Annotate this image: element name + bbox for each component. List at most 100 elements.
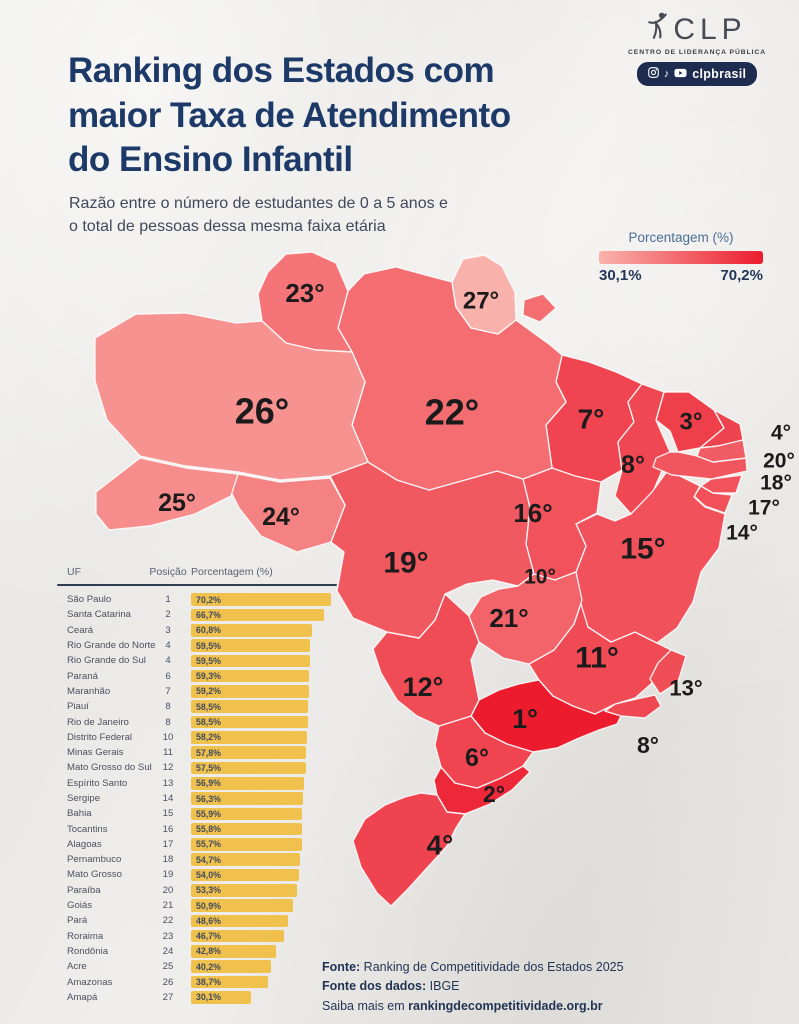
percentage-value: 48,6% xyxy=(196,915,221,926)
map-rank-label-Espírito Santo: 13° xyxy=(669,676,702,701)
state-shape-Espírito Santo xyxy=(649,649,687,695)
table-rows: São Paulo 1 70,2% Santa Catarina 2 66,7% Ceará… xyxy=(57,592,337,1005)
map-rank-label-Rio de Janeiro: 8° xyxy=(637,732,659,758)
map-rank-label-Amapá: 27° xyxy=(463,288,499,315)
uf-name: Mato Grosso xyxy=(67,869,122,881)
site-url[interactable]: rankingdecompetitividade.org.br xyxy=(408,998,603,1013)
page-title: Ranking dos Estados com maior Taxa de At… xyxy=(68,51,511,179)
percentage-bar: 66,7% xyxy=(191,608,324,622)
percentage-bar: 59,3% xyxy=(191,669,309,683)
state-shape-Amazonas xyxy=(94,312,369,481)
uf-name: Santa Catarina xyxy=(67,609,131,621)
color-legend: Porcentagem (%) 30,1% 70,2% xyxy=(599,230,763,284)
table-row: Distrito Federal 10 58,2% xyxy=(57,730,337,745)
uf-name: Tocantins xyxy=(67,823,108,835)
map-rank-label-Pernambuco: 18° xyxy=(760,472,792,495)
percentage-bar: 54,0% xyxy=(191,868,299,882)
position-value: 2 xyxy=(165,609,171,621)
percentage-bar: 55,8% xyxy=(191,822,302,836)
logo-wordmark: CLP xyxy=(673,13,747,46)
map-rank-label-Rondônia: 24° xyxy=(262,503,300,531)
position-value: 26 xyxy=(162,976,174,988)
percentage-value: 59,3% xyxy=(196,671,221,682)
table-row: Santa Catarina 2 66,7% xyxy=(57,607,337,622)
position-value: 16 xyxy=(162,823,174,835)
table-row: Rio de Janeiro 8 58,5% xyxy=(57,714,337,729)
table-row: São Paulo 1 70,2% xyxy=(57,592,337,607)
table-row: Goiás 21 50,9% xyxy=(57,898,337,913)
uf-name: Ceará xyxy=(67,624,94,636)
percentage-value: 55,7% xyxy=(196,839,221,850)
percentage-bar: 58,2% xyxy=(191,731,307,744)
legend-gradient-bar xyxy=(599,251,763,264)
percentage-value: 50,9% xyxy=(196,900,221,911)
map-rank-label-Santa Catarina: 2° xyxy=(483,781,505,807)
percentage-value: 38,7% xyxy=(196,977,221,988)
table-row: Amazonas 26 38,7% xyxy=(57,974,337,989)
uf-name: Rio Grande do Norte xyxy=(67,640,156,652)
state-shape-Amapá xyxy=(451,254,517,335)
table-row: Amapá 27 30,1% xyxy=(57,990,337,1005)
percentage-value: 58,5% xyxy=(196,717,221,728)
uf-name: Maranhão xyxy=(67,685,111,697)
state-shape-Rondônia xyxy=(229,473,346,553)
table-row: Ceará 3 60,8% xyxy=(57,623,337,638)
map-rank-label-Minas Gerais: 11° xyxy=(575,642,619,675)
table-row: Tocantins 16 55,8% xyxy=(57,821,337,836)
map-rank-label-Rio Grande do Sul: 4° xyxy=(427,830,454,861)
uf-name: Amapá xyxy=(67,991,98,1003)
table-row: Maranhão 7 59,2% xyxy=(57,684,337,699)
youtube-icon xyxy=(674,65,687,83)
uf-name: Acre xyxy=(67,961,87,973)
percentage-bar: 55,7% xyxy=(191,838,302,851)
uf-name: Amazonas xyxy=(67,976,113,988)
position-value: 3 xyxy=(165,624,171,636)
uf-name: Espírito Santo xyxy=(67,777,128,789)
table-header: UF Posição Porcentagem (%) xyxy=(57,566,337,578)
logo-tagline: CENTRO DE LIDERANÇA PÚBLICA xyxy=(627,49,767,56)
position-value: 19 xyxy=(162,869,174,881)
percentage-value: 55,8% xyxy=(196,824,221,835)
percentage-value: 60,8% xyxy=(196,625,221,636)
state-shape-Rio Grande do Sul xyxy=(352,792,466,907)
percentage-value: 59,2% xyxy=(196,686,221,697)
page-subtitle: Razão entre o número de estudantes de 0 … xyxy=(69,195,448,236)
legend-max-value: 70,2% xyxy=(720,267,763,284)
map-rank-label-Paraíba: 20° xyxy=(763,450,795,473)
table-row: Rondônia 24 42,8% xyxy=(57,944,337,959)
percentage-bar: 46,7% xyxy=(191,929,284,943)
uf-name: Paraíba xyxy=(67,884,101,896)
percentage-value: 66,7% xyxy=(196,609,221,620)
percentage-value: 58,5% xyxy=(196,701,221,712)
state-shape-Roraima xyxy=(257,251,353,353)
footer-fonte-dados: Fonte dos dados: IBGE xyxy=(322,979,460,994)
uf-name: Sergipe xyxy=(67,793,101,804)
percentage-value: 30,1% xyxy=(196,992,221,1003)
percentage-bar: 58,5% xyxy=(191,700,308,714)
percentage-value: 56,9% xyxy=(196,778,221,789)
map-rank-label-Rio Grande do Norte: 4° xyxy=(771,422,791,445)
percentage-bar: 57,8% xyxy=(191,746,306,759)
uf-name: Distrito Federal xyxy=(67,731,133,743)
percentage-value: 54,7% xyxy=(196,854,221,865)
table-row: Mato Grosso 19 54,0% xyxy=(57,867,337,882)
table-row: Piauí 8 58,5% xyxy=(57,699,337,714)
percentage-bar: 57,5% xyxy=(191,761,306,775)
percentage-value: 54,0% xyxy=(196,869,221,880)
position-value: 18 xyxy=(162,854,174,866)
social-links-pill[interactable]: ♪ clpbrasil xyxy=(635,61,759,87)
legend-min-value: 30,1% xyxy=(599,267,642,284)
table-row: Acre 25 40,2% xyxy=(57,959,337,974)
map-rank-label-Roraima: 23° xyxy=(285,278,324,308)
table-row: Rio Grande do Norte 4 59,5% xyxy=(57,638,337,653)
social-handle: clpbrasil xyxy=(692,67,747,81)
map-rank-label-Distrito Federal: 10° xyxy=(524,566,556,589)
map-rank-label-Acre: 25° xyxy=(158,489,196,517)
uf-name: Pará xyxy=(67,915,88,927)
position-value: 1 xyxy=(165,594,171,606)
percentage-bar: 59,2% xyxy=(191,685,309,698)
map-rank-label-Sergipe: 14° xyxy=(726,522,758,545)
position-value: 6 xyxy=(165,670,171,682)
ranking-table: UF Posição Porcentagem (%) São Paulo 1 70,… xyxy=(57,566,337,1005)
tiktok-icon: ♪ xyxy=(663,67,670,80)
